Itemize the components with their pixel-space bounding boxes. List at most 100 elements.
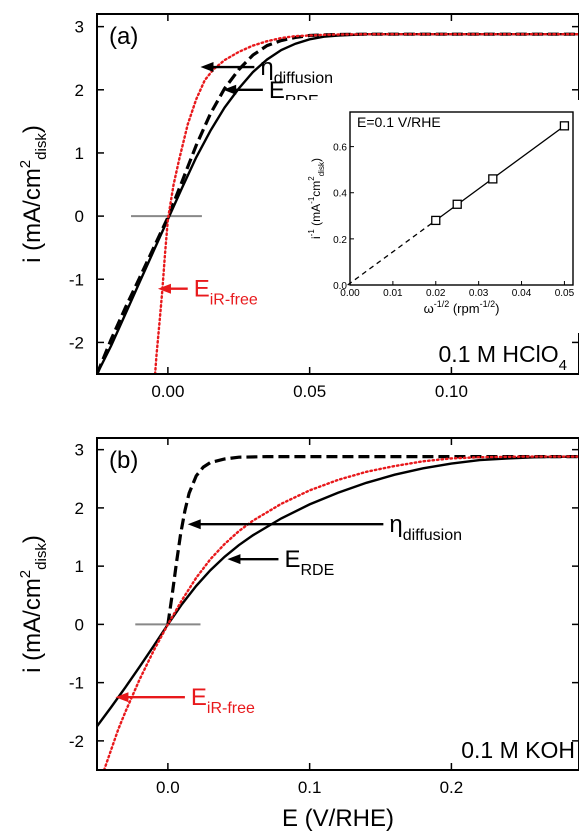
series-E-iR-free xyxy=(102,455,579,770)
y-tick-label: -2 xyxy=(69,732,84,751)
x-tick-label: 0.10 xyxy=(435,382,468,401)
annotation-label-erde-part-0: E xyxy=(269,77,285,104)
inset-x-axis-label-part-3: -1/2 xyxy=(480,299,496,309)
annotation-label-eir-part-0: E xyxy=(191,684,207,711)
inset-x-tick-label: 0.03 xyxy=(469,288,489,299)
inset-x-axis-label-part-4: ) xyxy=(495,301,499,316)
inset-y-axis-label-part-3: -1 xyxy=(307,196,316,204)
series-eta-diffusion xyxy=(166,455,579,625)
inset-y-axis-label-part-4: cm xyxy=(309,181,323,197)
inset-x-axis-label-part-1: -1/2 xyxy=(434,299,450,309)
x-tick-label: 0.0 xyxy=(156,778,180,797)
inset-y-tick-label: 0.6 xyxy=(333,143,347,154)
inset-y-axis-label-part-0: i xyxy=(309,236,323,239)
inset-x-tick-label: 0.04 xyxy=(512,288,532,299)
series-E-RDE xyxy=(97,455,579,728)
inset-data-point xyxy=(488,174,498,184)
y-tick-label: 2 xyxy=(75,81,84,100)
y-tick-label: 1 xyxy=(75,144,84,163)
annotation-label-eta: ηdiffusion xyxy=(389,511,462,544)
panel-label: (a) xyxy=(109,23,138,50)
annotation-arrowhead-eta xyxy=(187,519,201,530)
y-tick-label: 3 xyxy=(75,18,84,37)
annotation-label-eta: ηdiffusion xyxy=(260,54,333,87)
inset-x-tick-label: 0.02 xyxy=(426,288,446,299)
y-axis-label-part-3: ) xyxy=(19,125,46,133)
annotation-arrowhead-eta xyxy=(200,62,214,73)
annotation-label-eir-part-1: iR-free xyxy=(210,292,258,309)
y-tick-label: 3 xyxy=(75,441,84,460)
annotation-arrowhead-erde xyxy=(227,554,241,565)
annotation-label-erde-part-1: RDE xyxy=(300,562,334,579)
plot-frame xyxy=(96,437,579,771)
inset-x-tick-label: 0.01 xyxy=(383,288,403,299)
y-axis-label-part-0: i (mA/cm xyxy=(19,168,46,263)
annotation-label-eir: EiR-free xyxy=(194,276,258,309)
inset-y-axis-label-part-6: disk xyxy=(317,161,326,176)
x-tick-label: 0.1 xyxy=(298,778,322,797)
electrolyte-label-part-0: 0.1 M HClO xyxy=(439,341,559,367)
y-axis-label-part-1: 2 xyxy=(17,160,34,168)
y-tick-label: 0 xyxy=(75,207,84,226)
inset-x-axis-label: ω-1/2 (rpm-1/2) xyxy=(424,299,500,316)
annotation-label-eta-part-1: diffusion xyxy=(403,527,462,544)
inset-x-tick-label: 0.00 xyxy=(340,288,360,299)
x-tick-label: 0.00 xyxy=(151,382,184,401)
y-axis-label-part-0: i (mA/cm xyxy=(19,578,46,673)
annotation-label-eta-part-0: η xyxy=(260,54,273,81)
inset-x-axis-label-part-0: ω xyxy=(424,301,434,316)
annotation-arrowhead-erde xyxy=(223,84,237,95)
inset-y-tick-label: 0.2 xyxy=(333,235,347,246)
y-tick-label: -1 xyxy=(69,270,84,289)
inset-y-tick-label: 0.0 xyxy=(333,281,347,292)
plot-frame xyxy=(96,13,579,375)
inset-y-tick-label: 0.4 xyxy=(333,189,347,200)
annotation-label-erde: ERDE xyxy=(284,546,334,579)
annotation-label-eta-part-1: diffusion xyxy=(274,70,333,87)
y-tick-label: 0 xyxy=(75,615,84,634)
annotation-label-eir-part-0: E xyxy=(194,276,210,303)
inset-frame xyxy=(349,111,574,286)
electrolyte-label-part-1: 4 xyxy=(559,357,567,374)
series-E-iR-free xyxy=(153,33,579,374)
y-axis-label: i (mA/cm2disk) xyxy=(17,125,50,263)
inset-x-axis-label-part-2: (rpm xyxy=(449,301,479,316)
inset-data-point xyxy=(559,121,570,131)
electrolyte-label: 0.1 M KOH xyxy=(461,737,575,763)
inset-x-tick-label: 0.05 xyxy=(555,288,575,299)
annotation-arrowhead-eir xyxy=(115,692,129,703)
annotation-label-eta-part-0: η xyxy=(389,511,402,538)
y-tick-label: 1 xyxy=(75,557,84,576)
inset-y-axis-label-part-7: ) xyxy=(309,158,323,162)
x-tick-label: 0.2 xyxy=(440,778,464,797)
y-axis-label-part-2: disk xyxy=(33,543,50,570)
electrolyte-label: 0.1 M HClO4 xyxy=(439,341,567,374)
inset-data-point xyxy=(452,199,462,209)
inset-y-axis-label-part-2: (mA xyxy=(309,204,323,229)
annotation-label-eir-part-1: iR-free xyxy=(207,700,255,717)
y-tick-label: 2 xyxy=(75,499,84,518)
electrolyte-label-part-0: 0.1 M KOH xyxy=(461,737,575,763)
plot-area xyxy=(97,32,579,374)
inset-extrapolation-line xyxy=(347,219,437,286)
plot-area xyxy=(97,455,579,770)
y-axis-label: i (mA/cm2disk) xyxy=(17,535,50,673)
panel-label: (b) xyxy=(109,447,138,474)
inset-y-axis-label-part-5: 2 xyxy=(307,176,316,181)
annotation-label-erde-part-0: E xyxy=(284,546,300,573)
x-tick-label: 0.05 xyxy=(293,382,326,401)
y-tick-label: -2 xyxy=(69,333,84,352)
inset-y-axis-label: i-1 (mA-1cm2disk) xyxy=(307,158,326,239)
annotation-arrowhead-eir xyxy=(157,283,171,294)
inset-title: E=0.1 V/RHE xyxy=(357,114,441,130)
y-axis-label-part-1: 2 xyxy=(17,570,34,578)
inset-y-axis-label-part-1: -1 xyxy=(307,229,316,237)
x-axis-label: E (V/RHE) xyxy=(282,805,394,832)
inset-data-point xyxy=(431,215,441,226)
y-axis-label-part-2: disk xyxy=(33,133,50,160)
annotation-label-eir: EiR-free xyxy=(191,684,255,717)
y-axis-label-part-3: ) xyxy=(19,535,46,543)
